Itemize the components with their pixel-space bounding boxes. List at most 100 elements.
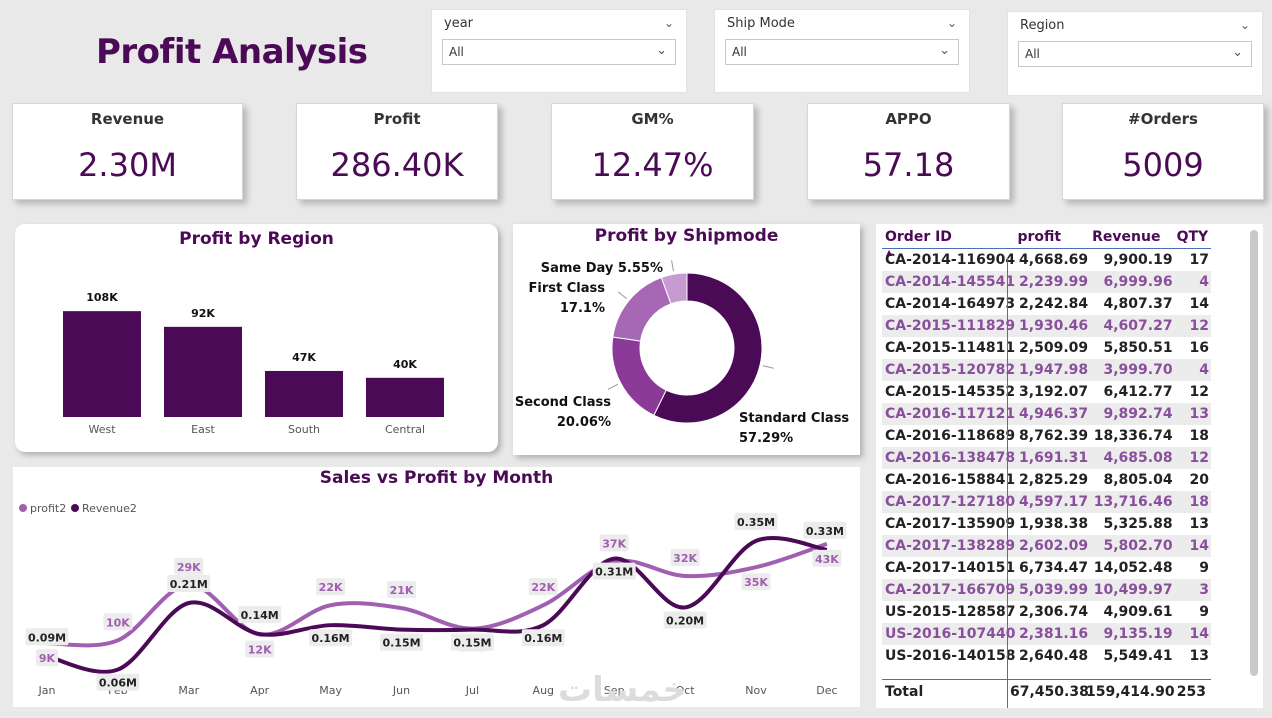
series-line-revenue2[interactable] [46,535,828,674]
donut-label-name: Standard Class [739,411,849,426]
qty-cell: 12 [1189,384,1209,400]
column-header-qty[interactable]: QTY [1176,229,1209,245]
donut-slice-first-class[interactable] [612,276,672,342]
x-tick-label: Apr [250,684,270,697]
revenue-cell: 4,807.37 [1103,296,1173,312]
revenue-data-label: 0.15M [382,637,420,650]
donut-label-name: Second Class [515,395,611,410]
table-row[interactable]: CA-2015-145352 3,192.07 6,412.77 12 [882,381,1211,403]
kpi-card-revenue: Revenue 2.30M [12,103,243,200]
order-id-cell: CA-2017-140151 [885,560,1016,576]
kpi-card-appo: APPO 57.18 [807,103,1010,200]
donut-slice-standard-class[interactable] [653,272,763,424]
bar-south[interactable] [265,370,343,417]
chevron-down-icon[interactable]: ⌄ [663,16,674,30]
total-label: Total [885,684,924,700]
slicer-year-dropdown[interactable]: All ⌄ [442,39,676,65]
chevron-down-icon[interactable]: ⌄ [946,16,957,30]
profit-cell: 2,306.74 [1019,604,1089,620]
revenue-data-label-bg [380,633,423,651]
table-row[interactable]: CA-2014-145541 2,239.99 6,999.96 4 [882,271,1211,293]
legend-label: Revenue2 [82,502,137,515]
revenue-data-label-bg [96,673,140,691]
order-id-cell: CA-2017-135909 [885,516,1016,532]
qty-cell: 16 [1189,340,1209,356]
order-id-cell: CA-2015-114811 [885,340,1016,356]
slicer-region[interactable]: Region ⌄ All ⌄ [1007,11,1263,96]
table-row[interactable]: CA-2015-120782 1,947.98 3,999.70 4 [882,359,1211,381]
table-row[interactable]: CA-2017-166709 5,039.99 10,499.97 3 [882,579,1211,601]
table-scrollbar[interactable] [1250,230,1258,676]
profit-cell: 1,938.38 [1019,516,1089,532]
table-row[interactable]: CA-2017-140151 6,734.47 14,052.48 9 [882,557,1211,579]
profit-data-label-bg [316,578,346,596]
bar-data-label: 92K [191,307,215,320]
table-row[interactable]: CA-2014-116904 4,668.69 9,900.19 17 [882,249,1211,272]
revenue-data-label-bg [25,628,69,646]
table-row[interactable]: US-2016-140158 2,640.48 5,549.41 13 [882,645,1211,667]
qty-cell: 9 [1199,604,1209,620]
profit-data-label-bg [174,557,204,575]
legend-label: profit2 [30,502,66,515]
profit-data-label-bg [387,581,416,599]
table-row[interactable]: CA-2014-164973 2,242.84 4,807.37 14 [882,293,1211,315]
bar-east[interactable] [164,326,242,417]
profit-data-label-bg [36,649,58,667]
column-header-order-id[interactable]: Order ID ▲ [885,229,952,257]
bar-data-label: 47K [292,351,316,364]
table-row[interactable]: CA-2016-138478 1,691.31 4,685.08 12 [882,447,1211,469]
revenue-data-label-bg [803,521,847,539]
table-row[interactable]: US-2015-128587 2,306.74 4,909.61 9 [882,601,1211,623]
column-divider [1007,258,1008,708]
legend-marker [71,504,79,512]
profit-data-label-bg [670,549,700,566]
sales-vs-profit-panel: Sales vs Profit by Month profit2 Revenue2… [13,467,860,710]
bar-west[interactable] [63,311,141,417]
profit-cell: 2,509.09 [1019,340,1089,356]
revenue-data-label: 0.06M [99,677,137,690]
column-header-revenue[interactable]: Revenue [1092,229,1161,245]
donut-chart: Standard Class 57.29% Second Class 20.06% Fi… [515,260,849,446]
table-row[interactable]: CA-2016-158841 2,825.29 8,805.04 20 [882,469,1211,491]
profit-data-label: 22K [319,581,343,594]
chart-title: Sales vs Profit by Month [319,468,554,488]
qty-cell: 18 [1189,428,1209,444]
slicer-ship-mode[interactable]: Ship Mode ⌄ All ⌄ [714,9,970,93]
qty-cell: 14 [1176,535,1211,557]
slicer-region-dropdown[interactable]: All ⌄ [1018,41,1252,67]
donut-slice-second-class[interactable] [611,336,667,416]
x-tick-label: Sep [604,684,625,697]
qty-cell: 20 [1189,472,1209,488]
kpi-label: Revenue [90,110,165,128]
kpi-label: APPO [885,110,932,128]
order-id-cell: CA-2016-118689 [885,428,1016,444]
profit-cell: 4,946.37 [1015,403,1093,425]
table-row[interactable]: CA-2016-117121 4,946.37 9,892.74 13 [882,403,1211,425]
slicer-ship-mode-dropdown[interactable]: All ⌄ [725,39,959,65]
revenue-cell: 5,802.70 [1092,535,1177,557]
table-row[interactable]: CA-2015-111829 1,930.46 4,607.27 12 [882,315,1211,337]
table-row[interactable]: CA-2015-114811 2,509.09 5,850.51 16 [882,337,1211,359]
order-id-cell: CA-2016-158841 [885,472,1016,488]
table-row[interactable]: CA-2017-138289 2,602.09 5,802.70 14 [882,535,1211,557]
table-row[interactable]: CA-2016-118689 8,762.39 18,336.74 18 [882,425,1211,447]
chevron-down-icon: ⌄ [1232,45,1243,60]
slicer-year[interactable]: year ⌄ All ⌄ [431,9,687,93]
donut-slice-same-day[interactable] [660,272,688,305]
table-row[interactable]: CA-2017-135909 1,938.38 5,325.88 13 [882,513,1211,535]
profit-by-shipmode-panel: Profit by Shipmode Standard Class 57.29% S… [513,224,860,455]
revenue-data-label: 0.15M [453,637,491,650]
revenue-data-label-bg [167,575,211,592]
chart-title: Profit by Shipmode [594,226,779,246]
profit-data-label: 9K [39,652,56,665]
column-header-profit[interactable]: profit [1017,229,1062,245]
table-row[interactable]: US-2016-107440 2,381.16 9,135.19 14 [882,623,1211,645]
order-id-cell: CA-2014-164973 [885,296,1016,312]
table-row[interactable]: CA-2017-127180 4,597.17 13,716.46 18 [882,491,1211,513]
donut-label: Same Day 5.55% [541,261,663,276]
slicer-region-label: Region [1020,18,1065,33]
chevron-down-icon[interactable]: ⌄ [1239,18,1250,32]
profit-data-label: 35K [744,576,768,589]
bar-central[interactable] [366,377,444,417]
order-id-cell: US-2016-107440 [882,623,1016,645]
